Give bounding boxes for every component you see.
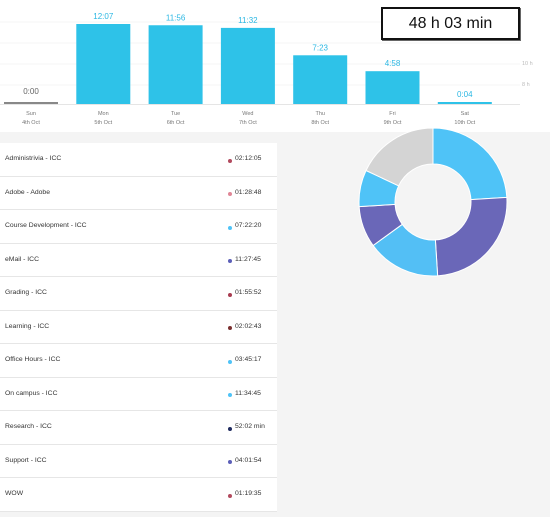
- project-color-dot: [228, 225, 232, 230]
- project-row[interactable]: eMail - ICC 11:27:45: [0, 244, 277, 277]
- bar-thu[interactable]: [293, 55, 348, 104]
- date-label: 8th Oct: [311, 120, 329, 126]
- project-color-dot: [228, 326, 232, 330]
- project-name: Adobe - Adobe: [5, 188, 50, 196]
- project-time: 01:19:35: [235, 490, 262, 497]
- weekly-bar-chart: 10 h 8 h 0:00 Sun 4th Oct 12:07 Mon 5th Oct 11:5…: [0, 12, 533, 126]
- project-row[interactable]: On campus - ICC 11:34:45: [0, 378, 277, 411]
- project-color-dot: [228, 426, 232, 431]
- project-row[interactable]: Office Hours - ICC 03:45:17: [0, 344, 277, 378]
- right-axis-label: 10 h: [522, 61, 533, 67]
- project-name: On campus - ICC: [5, 389, 58, 397]
- project-row[interactable]: Grading - ICC 01:55:52: [0, 277, 277, 311]
- project-name: Administrivia - ICC: [5, 155, 62, 162]
- day-label: Mon: [98, 111, 109, 117]
- project-time: 11:27:45: [235, 255, 261, 263]
- bar-fri[interactable]: [365, 71, 420, 104]
- day-label: Tue: [171, 111, 180, 117]
- donut-slice[interactable]: [432, 127, 508, 201]
- project-time: 04:01:54: [235, 456, 262, 464]
- total-time: 48 h 03 min: [408, 14, 493, 32]
- project-color-dot: [228, 460, 232, 464]
- donut-slice[interactable]: [434, 196, 508, 277]
- project-row[interactable]: Research - ICC 52:02 min: [0, 411, 277, 445]
- date-label: 6th Oct: [167, 120, 185, 126]
- project-color-dot: [228, 259, 232, 263]
- bar-value-label: 0:04: [457, 90, 473, 99]
- project-color-dot: [228, 292, 232, 297]
- day-label: Thu: [315, 111, 324, 117]
- project-row[interactable]: Adobe - Adobe 01:28:48: [0, 177, 277, 210]
- project-row[interactable]: Administrivia - ICC 02:12:05: [0, 143, 277, 177]
- bar-mon[interactable]: [76, 24, 131, 104]
- day-label: Sat: [461, 111, 470, 117]
- project-name: Course Development - ICC: [5, 222, 87, 229]
- bar-value-label: 0:00: [23, 87, 39, 96]
- bar-wed[interactable]: [220, 27, 275, 104]
- day-label: Sun: [26, 111, 36, 117]
- project-name: WOW: [5, 490, 24, 497]
- bar-value-label: 11:32: [238, 16, 258, 25]
- bar-value-label: 4:58: [385, 59, 401, 68]
- bar-value-label: 12:07: [93, 12, 114, 21]
- project-color-dot: [228, 359, 232, 364]
- project-color-dot: [228, 192, 232, 196]
- bar-tue[interactable]: [148, 25, 203, 104]
- project-time: 02:12:05: [235, 155, 262, 162]
- project-time: 01:28:48: [235, 188, 262, 196]
- date-label: 5th Oct: [94, 120, 112, 126]
- project-row[interactable]: Course Development - ICC 07:22:20: [0, 210, 277, 244]
- project-name: eMail - ICC: [5, 255, 39, 263]
- project-name: Research - ICC: [5, 423, 52, 430]
- project-row[interactable]: Learning - ICC 02:02:43: [0, 311, 277, 344]
- date-label: 9th Oct: [384, 120, 402, 126]
- bar-value-label: 7:23: [312, 43, 328, 52]
- weekly-bar-chart-panel: 10 h 8 h 0:00 Sun 4th Oct 12:07 Mon 5th Oct 11:5…: [0, 0, 550, 132]
- total-time-box: 48 h 03 min: [381, 7, 520, 40]
- project-row[interactable]: Support - ICC 04:01:54: [0, 445, 277, 478]
- date-label: 7th Oct: [239, 120, 257, 126]
- project-color-dot: [228, 493, 232, 498]
- project-name: Support - ICC: [5, 456, 47, 464]
- project-name: Office Hours - ICC: [5, 356, 61, 363]
- project-time: 52:02 min: [235, 423, 265, 430]
- project-donut-chart: [358, 127, 508, 277]
- project-time: 07:22:20: [235, 222, 262, 229]
- date-label: 4th Oct: [22, 120, 40, 126]
- project-name: Grading - ICC: [5, 289, 47, 296]
- day-label: Fri: [389, 111, 395, 117]
- project-color-dot: [228, 158, 232, 163]
- bar-sun[interactable]: [4, 102, 58, 104]
- project-row[interactable]: WOW 01:19:35: [0, 478, 277, 512]
- project-time: 02:02:43: [235, 322, 262, 330]
- project-name: Learning - ICC: [5, 322, 50, 330]
- right-axis-label: 8 h: [522, 82, 530, 88]
- project-time: 03:45:17: [235, 356, 262, 363]
- project-time: 11:34:45: [235, 389, 261, 397]
- donut-slice[interactable]: [365, 127, 434, 187]
- bar-sat[interactable]: [437, 102, 492, 104]
- bar-value-label: 11:56: [166, 13, 186, 22]
- project-time: 01:55:52: [235, 289, 262, 296]
- project-list: Administrivia - ICC 02:12:05 Adobe - Adobe…: [0, 143, 277, 512]
- project-color-dot: [228, 393, 232, 397]
- date-label: 10th Oct: [454, 120, 475, 126]
- day-label: Wed: [242, 111, 253, 117]
